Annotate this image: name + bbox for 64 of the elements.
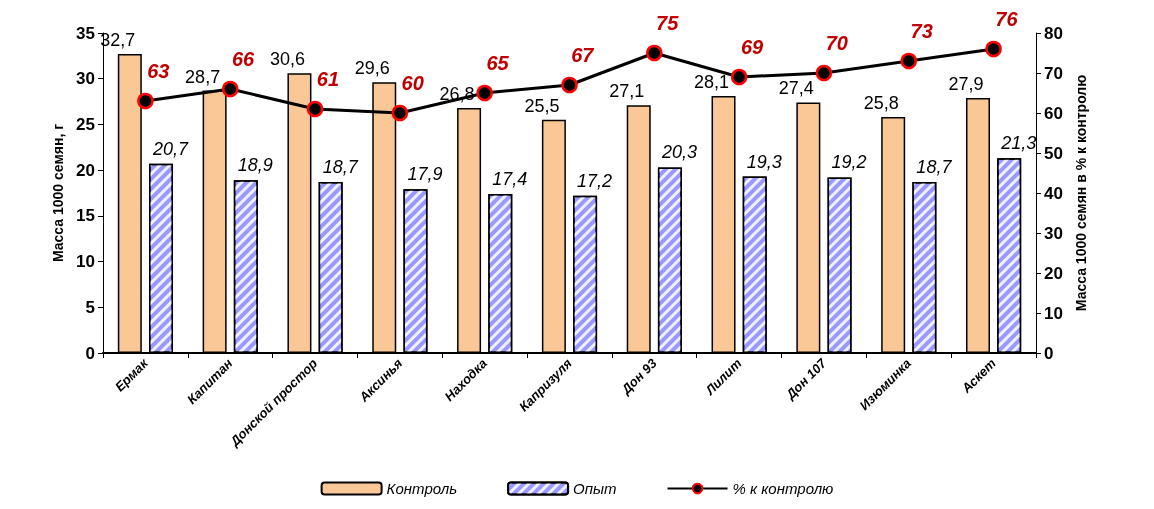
data-label: 29,6 bbox=[354, 58, 390, 79]
point bbox=[730, 68, 748, 86]
data-label: 66 bbox=[231, 47, 256, 70]
y-tick-label: 25 bbox=[76, 114, 95, 134]
data-label: 18,7 bbox=[322, 157, 359, 178]
point bbox=[306, 100, 324, 118]
data-label: 25,8 bbox=[863, 93, 899, 114]
point bbox=[900, 52, 918, 70]
point bbox=[137, 92, 154, 110]
data-label: 20,3 bbox=[660, 142, 697, 163]
data-label: 70 bbox=[825, 31, 848, 54]
y2-tick-label: 60 bbox=[1044, 103, 1063, 123]
legend-label: % к контролю bbox=[732, 480, 834, 497]
data-label: 17,4 bbox=[492, 168, 528, 189]
y-tick-label: 0 bbox=[85, 343, 95, 363]
data-label: 69 bbox=[740, 35, 765, 58]
data-label: 27,9 bbox=[948, 73, 984, 94]
point bbox=[221, 80, 239, 98]
y-tick-label: 15 bbox=[76, 206, 95, 226]
point bbox=[561, 76, 578, 94]
y2-axis-title: Масса 1000 семян в % к контролю bbox=[1073, 74, 1089, 312]
data-label: 17,2 bbox=[577, 170, 613, 191]
y-tick-label: 20 bbox=[76, 160, 95, 180]
legend-label: Опыт bbox=[573, 480, 617, 497]
data-label: 19,2 bbox=[831, 152, 867, 173]
data-label: 25,5 bbox=[524, 95, 560, 116]
data-label: 18,7 bbox=[916, 157, 953, 178]
data-label: 19,3 bbox=[746, 151, 782, 172]
y-tick-label: 10 bbox=[76, 252, 95, 272]
data-label: 21,3 bbox=[1000, 133, 1037, 154]
data-label: 60 bbox=[401, 71, 424, 94]
point bbox=[391, 104, 409, 122]
y-tick-label: 5 bbox=[85, 297, 95, 317]
y2-tick-label: 40 bbox=[1044, 183, 1063, 203]
y2-tick-label: 30 bbox=[1044, 223, 1063, 243]
data-label: 65 bbox=[486, 51, 510, 74]
data-label: 27,1 bbox=[609, 81, 645, 102]
data-label: 28,1 bbox=[694, 72, 730, 93]
point bbox=[646, 44, 663, 62]
data-label: 67 bbox=[571, 43, 595, 66]
y2-tick-label: 80 bbox=[1044, 23, 1063, 43]
data-label: 30,6 bbox=[269, 49, 305, 70]
y2-tick-label: 50 bbox=[1044, 143, 1063, 163]
y2-tick-label: 70 bbox=[1044, 63, 1063, 83]
point bbox=[985, 40, 1002, 58]
y-tick-label: 30 bbox=[76, 69, 95, 89]
data-label: 20,7 bbox=[152, 138, 190, 159]
data-label: 17,9 bbox=[407, 164, 443, 185]
legend-label: Контроль bbox=[386, 480, 458, 497]
y2-tick-label: 20 bbox=[1044, 263, 1063, 283]
y2-tick-label: 0 bbox=[1044, 343, 1054, 363]
data-label: 76 bbox=[995, 7, 1019, 30]
y-axis-title: Масса 1000 семян, г bbox=[50, 123, 66, 263]
data-label: 63 bbox=[147, 59, 170, 82]
y-tick-label: 35 bbox=[76, 23, 95, 43]
data-label: 75 bbox=[656, 11, 680, 34]
data-label: 28,7 bbox=[185, 66, 221, 87]
data-label: 27,4 bbox=[778, 78, 814, 99]
data-label: 61 bbox=[316, 67, 340, 90]
data-label: 18,9 bbox=[237, 155, 273, 176]
y2-tick-label: 10 bbox=[1044, 303, 1063, 323]
data-label: 73 bbox=[910, 19, 933, 42]
point bbox=[815, 64, 833, 82]
point bbox=[476, 84, 493, 102]
